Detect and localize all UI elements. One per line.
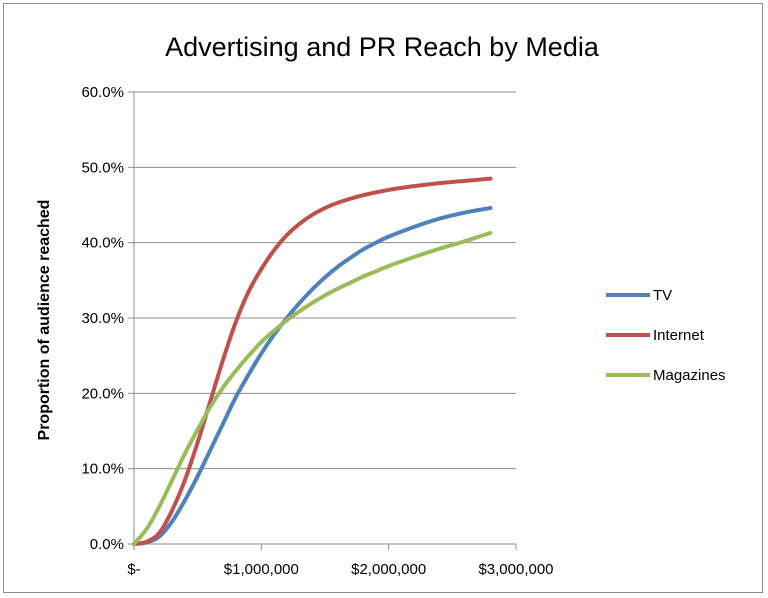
y-tick-label-3: 30.0% [81, 310, 124, 327]
gridlines [134, 91, 516, 470]
series-line-magazines [132, 230, 493, 546]
y-tick-label-1: 10.0% [81, 461, 124, 478]
legend-label-tv: TV [653, 287, 672, 304]
x-tick-label-1: $1,000,000 [224, 561, 299, 578]
x-tick-label-3: $3,000,000 [478, 561, 553, 578]
series-line-internet [132, 176, 493, 546]
y-tick-label-0: 0.0% [90, 536, 124, 553]
line-chart: Advertising and PR Reach by Media Propor… [36, 32, 726, 578]
x-tick-label-0: $- [127, 561, 140, 578]
axes [128, 91, 517, 550]
chart-title: Advertising and PR Reach by Media [165, 32, 600, 62]
y-axis-label: Proportion of audience reached [36, 200, 53, 441]
x-tick-labels: $- $1,000,000 $2,000,000 $3,000,000 [127, 561, 553, 578]
y-tick-label-5: 50.0% [81, 159, 124, 176]
y-tick-label-6: 60.0% [81, 84, 124, 101]
y-tick-label-4: 40.0% [81, 235, 124, 252]
y-tick-labels: 0.0% 10.0% 20.0% 30.0% 40.0% 50.0% 60.0% [81, 84, 124, 553]
chart-frame: Advertising and PR Reach by Media Propor… [3, 3, 763, 593]
legend-label-magazines: Magazines [653, 367, 726, 384]
y-tick-label-2: 20.0% [81, 385, 124, 402]
legend: TV Internet Magazines [606, 287, 726, 384]
series-lines [132, 176, 493, 546]
legend-label-internet: Internet [653, 327, 705, 344]
x-tick-label-2: $2,000,000 [351, 561, 426, 578]
series-line-tv [132, 206, 493, 546]
